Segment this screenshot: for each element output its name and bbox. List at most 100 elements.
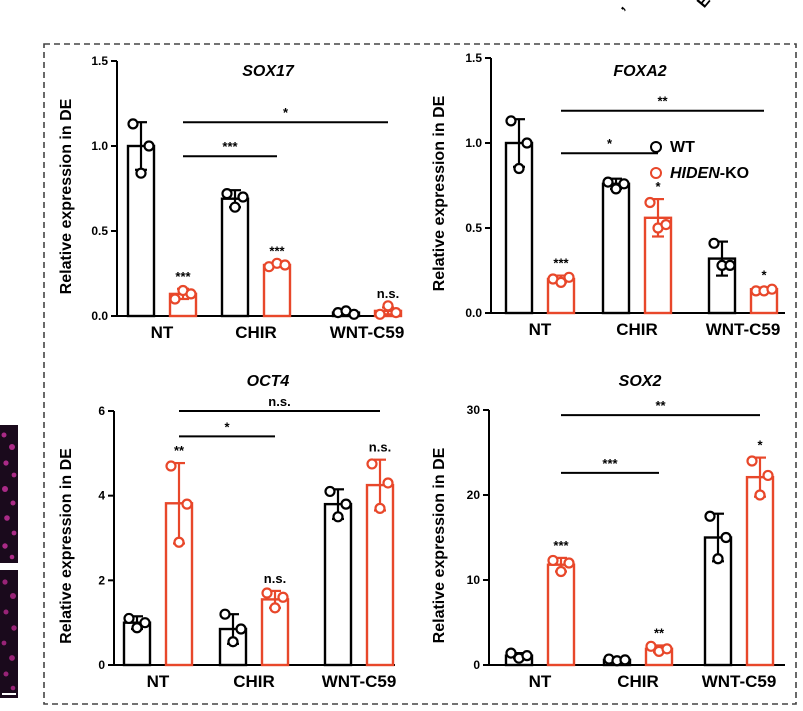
significance-label: n.s.: [264, 571, 286, 586]
y-tick-label: 0.0: [91, 309, 108, 323]
chart-panel-oct4: 0 2 4 6 Relative expression in DE OCT4 NT CHIR W…: [58, 373, 396, 691]
y-tick-label: 2: [98, 573, 105, 587]
data-point-wt: [139, 617, 151, 629]
significance-label: **: [174, 443, 185, 458]
data-point-wt: [237, 191, 249, 203]
data-point-wt: [127, 118, 139, 130]
legend-label-hiden-ko-italic: HIDEN: [670, 165, 720, 182]
y-tick-label: 1.0: [91, 139, 108, 153]
data-point-ko: [746, 455, 758, 467]
data-point-ko: [374, 502, 386, 514]
microscopy-fragment-top: [0, 425, 18, 563]
data-point-wt: [602, 176, 614, 188]
significance-label: ***: [269, 243, 285, 258]
data-point-ko: [390, 307, 402, 319]
data-point-ko: [754, 489, 766, 501]
data-point-ko: [547, 554, 559, 567]
data-point-ko: [277, 591, 289, 603]
data-point-wt: [712, 553, 724, 565]
bar-ko: [262, 263, 292, 318]
data-point-wt: [505, 115, 517, 127]
data-point-wt: [227, 636, 239, 648]
y-axis-label: Relative expression in DE: [431, 95, 448, 291]
y-tick-label: 0: [98, 658, 105, 672]
data-point-ko: [173, 536, 185, 548]
y-tick-label: 0: [473, 658, 480, 672]
dashed-frame: [43, 43, 797, 705]
data-point-wt: [610, 183, 622, 195]
data-point-wt: [332, 511, 344, 523]
data-point-wt: [348, 308, 360, 320]
y-axis-label: Relative expression in DE: [58, 448, 75, 644]
chart-panel-sox17: 0.0 0.5 1.0 1.5 Relative expression in DE SOX…: [58, 54, 404, 342]
data-point-wt: [221, 188, 233, 200]
data-point-wt: [324, 485, 336, 498]
x-tick-label: WNT-C59: [330, 323, 405, 342]
legend-label-wt: WT: [670, 139, 695, 156]
bar-ko: [745, 475, 775, 667]
y-tick-label: 1.0: [465, 136, 482, 150]
data-point-wt: [123, 612, 135, 625]
data-point-wt: [135, 167, 147, 179]
x-tick-label: CHIR: [233, 672, 275, 691]
data-point-wt: [131, 622, 143, 634]
bracket-label: *: [607, 136, 613, 151]
data-point-ko: [645, 640, 657, 652]
significance-label: *: [757, 438, 763, 453]
data-point-wt: [724, 259, 736, 271]
data-point-ko: [644, 196, 656, 209]
y-tick-label: 0.0: [465, 306, 482, 320]
significance-label: n.s.: [377, 286, 399, 301]
chart-title: SOX2: [619, 373, 662, 390]
y-tick-label: 6: [98, 404, 105, 418]
bracket-label: *: [283, 105, 289, 120]
data-point-ko: [660, 219, 672, 231]
significance-label: ***: [553, 538, 569, 553]
data-point-wt: [708, 237, 720, 249]
data-point-wt: [521, 137, 533, 149]
bracket-label: ***: [602, 456, 618, 471]
y-tick-label: 30: [467, 403, 481, 417]
data-point-wt: [704, 510, 716, 522]
significance-label: *: [655, 179, 661, 194]
data-point-wt: [618, 178, 630, 190]
bar-wt: [220, 197, 250, 318]
bracket-label: n.s.: [268, 394, 290, 409]
legend-marker-wt: [650, 141, 662, 153]
data-point-wt: [505, 647, 517, 659]
x-tick-label: NT: [529, 320, 552, 339]
data-point-ko: [555, 565, 567, 578]
microscopy-fragment-bottom: [0, 570, 18, 698]
data-point-wt: [229, 201, 241, 213]
data-point-ko: [563, 557, 575, 569]
y-tick-label: 10: [467, 573, 481, 587]
data-point-ko: [374, 308, 386, 320]
data-point-ko: [279, 259, 291, 271]
chart-title: FOXA2: [613, 63, 666, 80]
data-point-wt: [235, 623, 247, 635]
x-tick-label: NT: [147, 672, 170, 691]
data-point-ko: [181, 498, 193, 510]
legend-marker-hiden-ko: [650, 167, 662, 179]
y-tick-label: 0.5: [91, 224, 108, 238]
significance-label: **: [654, 625, 665, 640]
significance-label: ***: [175, 269, 191, 284]
y-tick-label: 4: [98, 489, 105, 503]
legend-label-hiden-ko-suffix: -KO: [720, 165, 749, 182]
chart-panel-sox2: 0 10 20 30 Relative expression in DE SOX2 NT CH…: [431, 373, 785, 691]
data-point-ko: [563, 271, 575, 283]
bar-wt: [601, 182, 631, 315]
chart-title: OCT4: [247, 373, 290, 390]
data-point-ko: [261, 587, 273, 599]
scale-bar: [2, 693, 16, 695]
data-point-wt: [619, 654, 631, 666]
x-tick-label: CHIR: [235, 323, 277, 342]
chart-title: SOX17: [242, 63, 295, 80]
data-point-wt: [340, 498, 352, 510]
microscopy-cells: [1, 579, 17, 695]
x-tick-label: CHIR: [617, 672, 659, 691]
x-tick-label: WNT-C59: [322, 672, 397, 691]
data-point-ko: [185, 288, 197, 300]
data-point-wt: [219, 608, 231, 620]
